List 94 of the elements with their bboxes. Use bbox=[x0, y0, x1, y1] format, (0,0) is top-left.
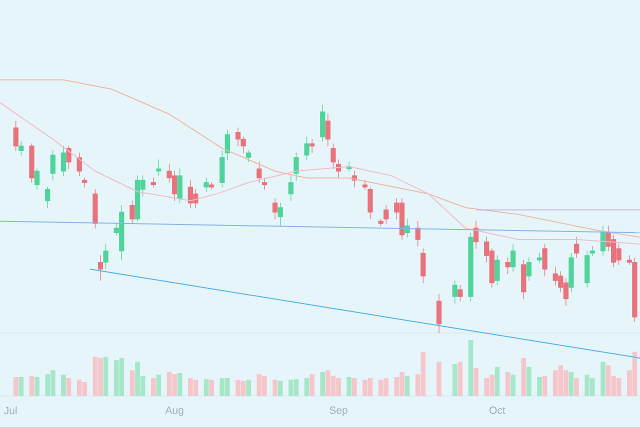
bar bbox=[310, 374, 314, 396]
bar bbox=[18, 376, 24, 396]
bar bbox=[436, 362, 442, 396]
x-tick-label: Sep bbox=[330, 406, 348, 416]
candlestick bbox=[320, 104, 326, 142]
candlestick bbox=[272, 198, 278, 220]
candlestick bbox=[521, 260, 526, 300]
bar bbox=[29, 376, 34, 396]
bar bbox=[521, 358, 526, 396]
candlestick bbox=[590, 246, 595, 256]
candlestick bbox=[600, 225, 606, 256]
candlestick bbox=[18, 141, 24, 156]
candlestick bbox=[568, 252, 574, 292]
candlestick bbox=[310, 138, 315, 154]
candlestick bbox=[362, 180, 368, 190]
bar bbox=[61, 374, 66, 396]
candlestick bbox=[436, 294, 442, 334]
candlestick bbox=[378, 218, 384, 226]
bar bbox=[272, 380, 278, 396]
candlestick bbox=[98, 255, 104, 281]
bar bbox=[352, 378, 357, 396]
candlestick bbox=[458, 284, 463, 302]
bar bbox=[34, 376, 40, 396]
candlestick bbox=[103, 244, 108, 270]
x-tick-label: Aug bbox=[165, 406, 184, 416]
bar bbox=[568, 372, 574, 396]
candlestick bbox=[34, 168, 40, 190]
x-tick-label: Jul bbox=[4, 406, 17, 414]
bar bbox=[13, 376, 18, 396]
bar bbox=[468, 340, 474, 396]
candlestick bbox=[29, 143, 34, 183]
bar bbox=[204, 379, 209, 396]
bar bbox=[66, 378, 72, 396]
bar bbox=[574, 378, 579, 396]
bar bbox=[474, 368, 478, 396]
bar bbox=[505, 372, 510, 396]
candlestick bbox=[13, 120, 18, 151]
bar bbox=[537, 376, 542, 396]
candlestick bbox=[60, 146, 66, 176]
candlestick bbox=[294, 152, 299, 181]
bar bbox=[526, 366, 532, 396]
candlestick bbox=[150, 178, 156, 188]
candlestick bbox=[420, 248, 426, 284]
candlestick bbox=[542, 244, 548, 276]
bar bbox=[320, 372, 326, 396]
candlestick bbox=[82, 178, 88, 188]
candlestick bbox=[325, 114, 331, 146]
candlestick bbox=[468, 232, 474, 302]
bar bbox=[130, 370, 135, 396]
candlestick bbox=[304, 136, 310, 160]
candlestick bbox=[288, 175, 294, 202]
candlestick bbox=[368, 186, 373, 220]
candlestick bbox=[584, 250, 590, 288]
bar bbox=[304, 378, 310, 396]
bar bbox=[510, 374, 516, 396]
bar bbox=[156, 374, 162, 396]
candlestick bbox=[92, 189, 98, 228]
bar bbox=[209, 380, 214, 396]
bar bbox=[278, 380, 283, 396]
candlestick bbox=[536, 252, 542, 263]
candlestick bbox=[505, 257, 510, 274]
candlestick bbox=[224, 130, 230, 160]
candlestick bbox=[494, 255, 500, 286]
candlestick bbox=[204, 178, 209, 192]
candlestick bbox=[246, 150, 252, 162]
candlestick bbox=[220, 150, 225, 188]
bar bbox=[452, 364, 458, 396]
x-tick-label: Oct bbox=[490, 406, 506, 414]
bar bbox=[542, 376, 548, 396]
candlestick bbox=[278, 202, 283, 226]
candlestick bbox=[262, 178, 268, 190]
candlestick bbox=[384, 204, 389, 224]
bar bbox=[404, 376, 410, 396]
bar bbox=[150, 378, 156, 396]
candlestick bbox=[209, 182, 214, 190]
candlestick bbox=[452, 280, 458, 304]
candlestick bbox=[177, 168, 182, 204]
candlestick bbox=[130, 200, 135, 224]
candlestick bbox=[256, 162, 262, 183]
candlestick bbox=[574, 236, 580, 258]
bar bbox=[246, 380, 251, 396]
candlestick bbox=[156, 159, 162, 176]
candlestick bbox=[330, 143, 336, 170]
bar bbox=[600, 362, 606, 396]
bar bbox=[494, 366, 500, 396]
candlestick bbox=[526, 257, 532, 281]
candlestick bbox=[66, 146, 72, 170]
candlestick bbox=[45, 186, 50, 208]
bar bbox=[177, 373, 182, 396]
candlestick bbox=[510, 244, 516, 272]
bar bbox=[103, 356, 108, 396]
bar bbox=[458, 362, 463, 396]
bar bbox=[346, 376, 352, 396]
candlestick bbox=[50, 150, 56, 181]
